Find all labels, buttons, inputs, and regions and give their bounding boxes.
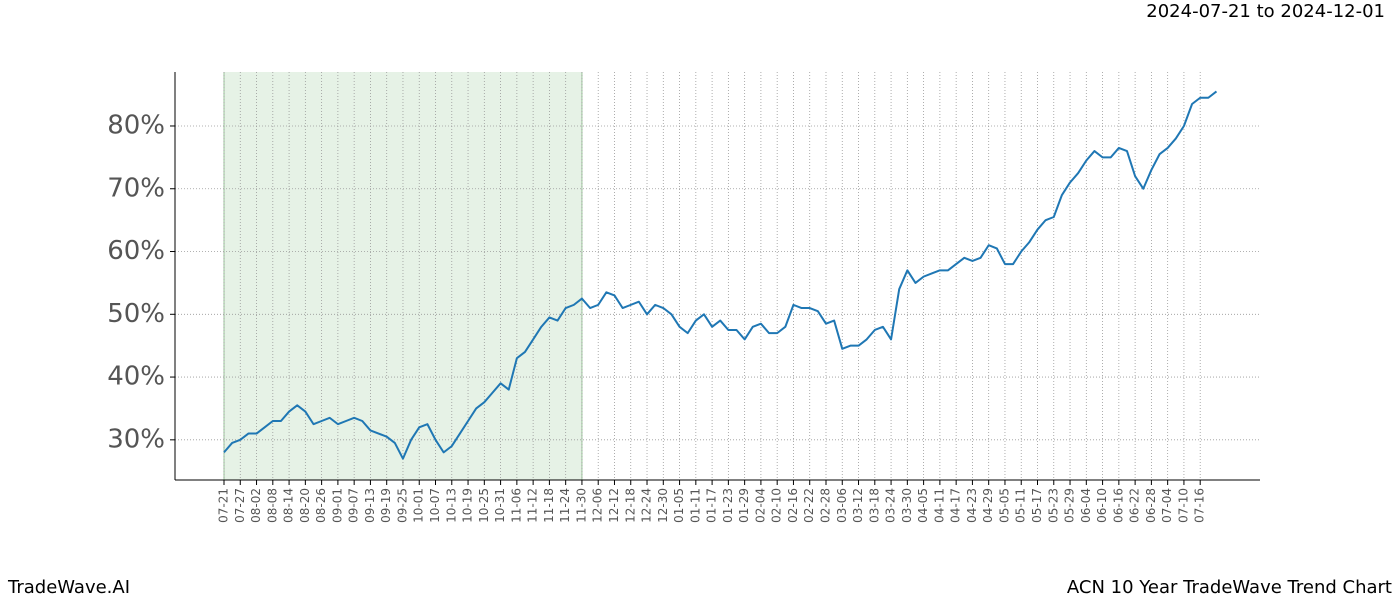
x-tick-label: 02-10 [770,488,784,523]
x-tick-label: 12-30 [656,488,670,523]
x-tick-label: 05-29 [1063,488,1077,523]
x-tick-label: 01-23 [721,488,735,523]
x-tick-label: 10-13 [444,488,458,523]
x-tick-label: 12-12 [607,488,621,523]
x-tick-label: 10-31 [493,488,507,523]
chart-title: 2024-07-21 to 2024-12-01 [1146,1,1385,22]
x-tick-label: 07-04 [1160,488,1174,523]
x-tick-label: 10-19 [461,488,475,523]
x-tick-label: 05-11 [1014,488,1028,523]
x-tick-label: 09-13 [363,488,377,523]
x-tick-label: 08-08 [265,488,279,523]
x-tick-label: 08-14 [282,488,296,523]
x-tick-label: 05-23 [1046,488,1060,523]
x-tick-label: 03-12 [851,488,865,523]
x-tick-label: 05-17 [1030,488,1044,523]
x-tick-label: 10-25 [477,488,491,523]
x-tick-label: 02-04 [753,488,767,523]
y-tick-label: 60% [107,236,165,266]
x-tick-label: 06-22 [1128,488,1142,523]
y-tick-label: 50% [107,299,165,329]
x-tick-label: 07-21 [217,488,231,523]
x-tick-label: 06-10 [1095,488,1109,523]
x-tick-label: 12-18 [623,488,637,523]
x-tick-label: 03-24 [884,488,898,523]
footer-right: ACN 10 Year TradeWave Trend Chart [1067,577,1392,598]
x-tick-label: 04-23 [965,488,979,523]
x-tick-label: 10-07 [428,488,442,523]
x-tick-label: 12-24 [640,488,654,523]
x-tick-label: 01-05 [672,488,686,523]
x-tick-label: 11-18 [542,488,556,523]
x-tick-label: 03-18 [867,488,881,523]
x-tick-label: 02-22 [802,488,816,523]
x-tick-label: 12-06 [591,488,605,523]
x-tick-label: 07-16 [1193,488,1207,523]
x-tick-label: 01-29 [737,488,751,523]
x-tick-label: 03-30 [900,488,914,523]
x-tick-label: 06-04 [1079,488,1093,523]
x-tick-label: 09-25 [395,488,409,523]
x-tick-label: 02-16 [786,488,800,523]
x-tick-label: 11-12 [526,488,540,523]
y-tick-label: 80% [107,110,165,140]
x-tick-label: 02-28 [818,488,832,523]
x-tick-label: 01-11 [688,488,702,523]
series-line [223,90,1218,460]
x-tick-label: 01-17 [705,488,719,523]
x-tick-label: 09-01 [330,488,344,523]
x-tick-label: 03-06 [835,488,849,523]
x-tick-label: 04-05 [916,488,930,523]
x-tick-label: 07-10 [1176,488,1190,523]
x-tick-label: 04-17 [949,488,963,523]
footer-left: TradeWave.AI [7,577,130,598]
x-tick-label: 09-07 [347,488,361,523]
x-tick-label: 08-02 [249,488,263,523]
x-tick-label: 04-11 [932,488,946,523]
y-tick-label: 40% [107,362,165,392]
x-tick-label: 08-20 [298,488,312,523]
x-tick-label: 08-26 [314,488,328,523]
y-tick-label: 30% [107,424,165,454]
x-tick-label: 11-24 [558,488,572,523]
y-tick-label: 70% [107,173,165,203]
x-tick-label: 07-27 [233,488,247,523]
x-tick-label: 05-05 [997,488,1011,523]
x-tick-label: 11-30 [574,488,588,523]
x-tick-label: 10-01 [412,488,426,523]
x-tick-label: 11-06 [509,488,523,523]
x-tick-label: 06-28 [1144,488,1158,523]
x-tick-label: 09-19 [379,488,393,523]
x-tick-label: 04-29 [981,488,995,523]
x-tick-label: 06-16 [1111,488,1125,523]
